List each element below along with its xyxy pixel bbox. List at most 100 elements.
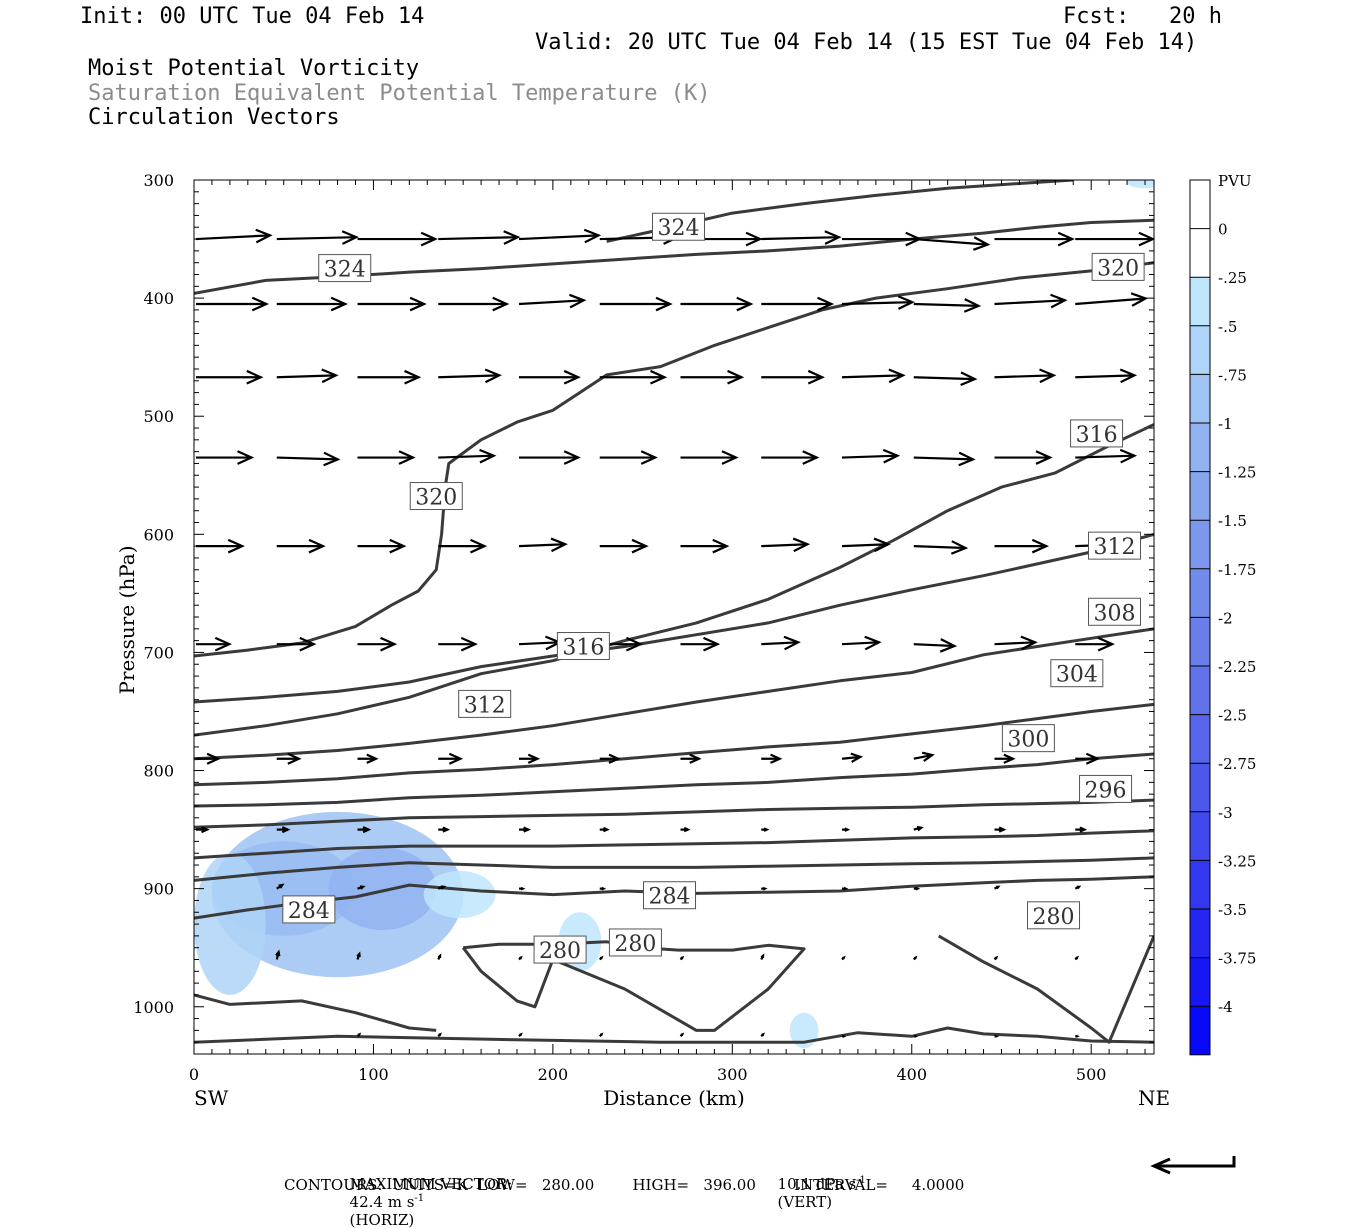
- vector-shaft: [913, 302, 979, 307]
- colorbar-cell: [1190, 811, 1210, 861]
- colorbar-cell: [1190, 568, 1210, 618]
- vector-head: [998, 826, 1007, 833]
- colorbar-label: -.5: [1218, 318, 1237, 336]
- vector-shaft: [518, 299, 584, 306]
- y-tick-label: 500: [143, 407, 174, 426]
- contour-label-box: [1070, 419, 1124, 448]
- vector-arrow: [760, 953, 765, 961]
- contour-label-280: 280: [1027, 901, 1081, 930]
- contour-label-box: [1027, 901, 1081, 930]
- pv-blob-7: [1127, 180, 1154, 189]
- vector-head: [915, 886, 921, 891]
- vector-head: [438, 1032, 442, 1037]
- x-tick-label: 100: [358, 1065, 389, 1084]
- vector-head: [237, 450, 255, 465]
- vector-arrow: [598, 955, 604, 961]
- contour-280-13: [462, 940, 806, 1032]
- colorbar-cell: [1190, 860, 1210, 909]
- contour-label-text: 280: [539, 939, 581, 964]
- colorbar-label: -2: [1218, 609, 1233, 627]
- max-vector-vert-value: 10.1 dPa s: [777, 1175, 857, 1193]
- colorbar-cell: [1190, 617, 1210, 666]
- vector-head: [321, 368, 339, 384]
- vector-arrow: [1074, 955, 1079, 961]
- vector-head: [563, 450, 581, 465]
- vector-arrow: [1075, 752, 1101, 765]
- contour-label-324: 324: [651, 212, 705, 241]
- contour-label-280: 280: [533, 935, 587, 964]
- vector-arrow: [994, 368, 1057, 384]
- contour-label-text: 296: [1085, 778, 1127, 803]
- contour-320-2: [194, 261, 1154, 658]
- contour-label-text: 312: [1094, 535, 1136, 560]
- colorbar-label: -4: [1218, 998, 1233, 1016]
- pv-blob-6: [789, 1012, 819, 1049]
- contour-label-text: 320: [1097, 256, 1139, 281]
- vector-head: [527, 753, 541, 764]
- vector-arrow: [518, 369, 581, 385]
- vector-arrow: [994, 635, 1038, 651]
- contour-label-text: 312: [464, 693, 506, 718]
- vector-head: [994, 1034, 1000, 1038]
- vector-head: [356, 951, 361, 958]
- contour-label-324: 324: [318, 254, 372, 283]
- vector-head: [1075, 1034, 1080, 1038]
- contour-label-text: 316: [562, 636, 604, 661]
- vector-arrow: [680, 538, 730, 554]
- vector-arrow: [913, 371, 978, 386]
- vector-head: [650, 369, 668, 385]
- contour-label-box: [318, 254, 372, 283]
- vector-arrow: [1075, 636, 1115, 652]
- contour-280-14: [937, 934, 1154, 1044]
- contour-label-text: 316: [1076, 423, 1118, 448]
- colorbar-label: -3.5: [1218, 901, 1247, 919]
- vector-arrow: [438, 826, 451, 833]
- vector-head: [888, 368, 906, 384]
- vector-arrow: [599, 450, 658, 465]
- contour-label-316: 316: [556, 632, 610, 661]
- contour-292-9: [194, 829, 1154, 860]
- vector-arrow: [599, 826, 610, 833]
- vector-head: [843, 886, 849, 891]
- vector-shaft: [913, 643, 955, 648]
- vector-head: [736, 296, 754, 312]
- vector-head: [389, 538, 407, 554]
- vector-arrow: [276, 826, 291, 834]
- vector-shaft: [841, 755, 861, 760]
- vector-arrow: [680, 636, 721, 652]
- colorbar-cell: [1190, 909, 1210, 958]
- max-vector-label: MAXIMUM VECTOR:: [349, 1175, 513, 1193]
- vector-arrow: [196, 636, 232, 652]
- vector-head: [783, 635, 801, 651]
- vector-head: [201, 826, 210, 834]
- contour-296-8: [194, 798, 1154, 829]
- vector-arrow: [438, 230, 521, 245]
- vector-arrow: [841, 448, 901, 464]
- vector-arrow: [761, 296, 835, 312]
- vector-head: [440, 885, 447, 890]
- vector-head: [398, 450, 416, 465]
- vector-head: [770, 753, 783, 764]
- vector-arrow: [761, 369, 825, 385]
- max-vector-horiz-exponent: -1: [414, 1193, 425, 1204]
- contour-label-text: 320: [415, 486, 457, 511]
- vector-head: [916, 825, 924, 832]
- vector-shaft: [438, 374, 500, 379]
- contour-label-308: 308: [1088, 597, 1142, 626]
- vector-head: [601, 886, 607, 891]
- vector-shaft: [1075, 297, 1146, 306]
- y-tick-label: 700: [143, 643, 174, 662]
- vector-arrow: [518, 228, 602, 244]
- vector-arrow: [276, 883, 285, 890]
- vector-head: [278, 883, 285, 889]
- contour-label-box: [1088, 531, 1142, 560]
- colorbar-cell: [1190, 763, 1210, 812]
- vector-head: [1075, 955, 1079, 960]
- vector-arrow: [841, 368, 906, 384]
- vector-arrow: [994, 826, 1007, 833]
- vector-arrow: [913, 298, 982, 313]
- vector-arrow: [276, 538, 326, 554]
- contour-304-6: [194, 702, 1154, 787]
- vector-arrow: [598, 1032, 604, 1038]
- vector-head: [409, 296, 427, 312]
